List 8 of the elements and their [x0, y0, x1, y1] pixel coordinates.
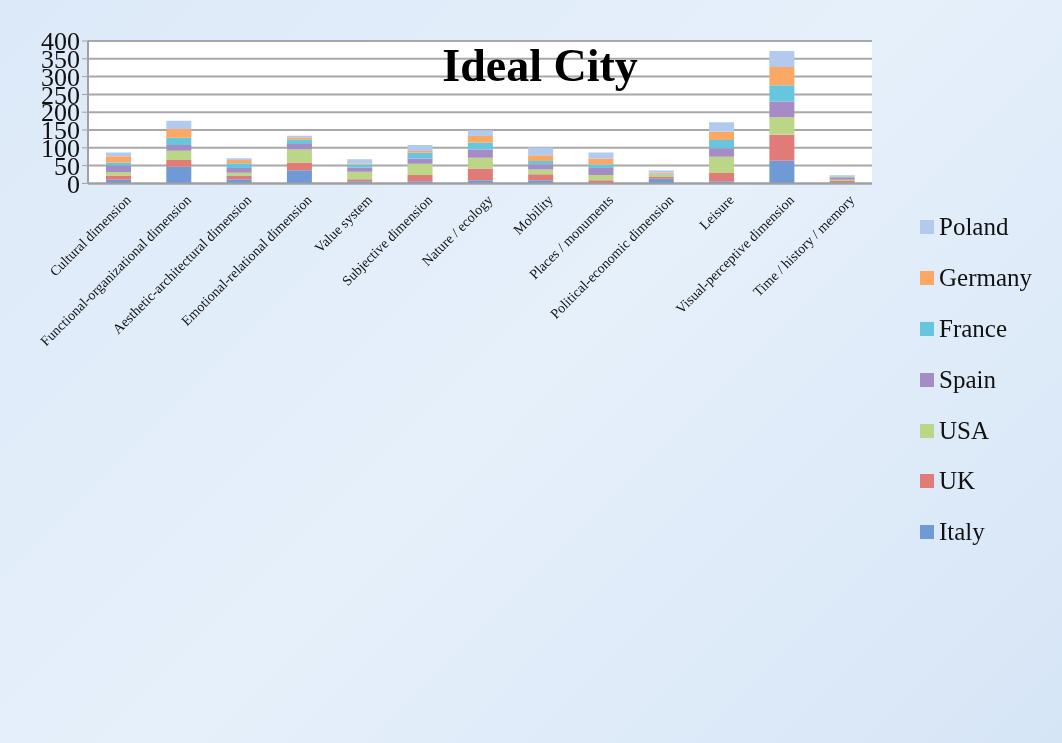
legend-label: USA [939, 416, 990, 445]
legend-label: France [939, 314, 1008, 343]
chart-title: Ideal City [441, 40, 639, 92]
legend-label: Spain [939, 365, 996, 394]
legend-label: Italy [939, 518, 985, 547]
legend-label: Germany [939, 264, 1033, 293]
legend-label: Poland [939, 213, 1009, 242]
legend-label: UK [939, 467, 976, 496]
